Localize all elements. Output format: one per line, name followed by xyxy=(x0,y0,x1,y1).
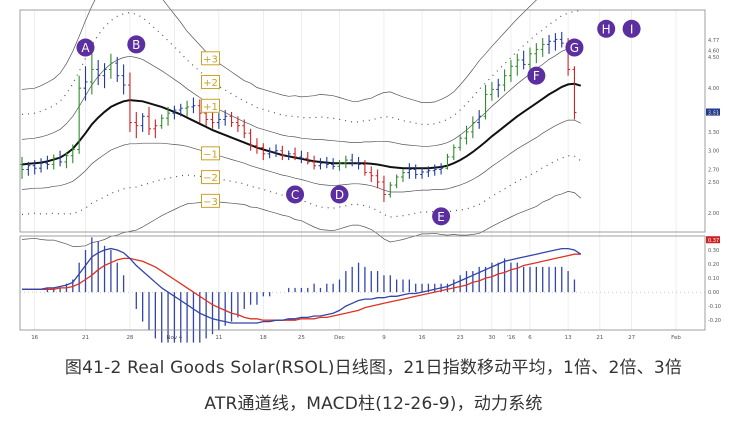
atr-label-box xyxy=(201,51,220,66)
event-marker-label: G xyxy=(570,41,579,55)
price-tag-box xyxy=(706,108,720,116)
event-markers: +3 +2 +1 −1 −2 −3 A B C D E F G H I xyxy=(76,19,641,226)
x-tick-label: 25 xyxy=(298,335,305,341)
x-tick-label: 21 xyxy=(596,335,603,341)
price-axis-label: 4.00 xyxy=(708,86,719,92)
x-tick-label: 18 xyxy=(260,335,267,341)
event-marker-circle xyxy=(76,38,95,57)
macd-tag-box xyxy=(706,236,720,244)
band-plus-1-line xyxy=(21,47,581,147)
figure-caption-line-1: 图41-2 Real Goods Solar(RSOL)日线图，21日指数移动平… xyxy=(64,358,683,378)
price-axis-label: 4.77 xyxy=(708,38,719,44)
event-marker-circle xyxy=(127,35,146,54)
macd-axis-label: 0.30 xyxy=(708,248,719,254)
x-tick-label: Dec xyxy=(334,335,345,341)
macd-axis-label: 0.00 xyxy=(708,290,719,296)
atr-label-box xyxy=(201,98,220,113)
event-marker-circle xyxy=(565,38,584,57)
macd-panel xyxy=(20,237,705,343)
atr-label-box xyxy=(201,75,220,90)
atr-label-box xyxy=(201,146,220,161)
event-marker-label: A xyxy=(81,41,90,55)
atr-label-box xyxy=(201,170,220,185)
atr-label-box xyxy=(201,193,220,208)
rsol-chart: 16 21 28 Nov 4 11 18 25 Dec 9 16 23 30 '16 6 13 21 27 Feb… xyxy=(0,0,747,345)
price-axis-label: 2.50 xyxy=(708,180,719,186)
x-tick-label: 28 xyxy=(126,335,133,341)
macd-axis-label: -0.20 xyxy=(708,318,721,324)
price-axis-label: 3.00 xyxy=(708,149,719,155)
atr-channel-label: −3 xyxy=(203,197,218,208)
x-tick-label: 27 xyxy=(628,335,635,341)
x-tick-label: Nov 4 xyxy=(166,335,182,341)
price-axis-label: 2.70 xyxy=(708,167,719,173)
price-panel xyxy=(20,0,582,247)
event-marker-circle xyxy=(527,66,546,85)
price-axis-label: 2.00 xyxy=(708,211,719,217)
x-tick-label: 6 xyxy=(528,335,532,341)
x-tick-label: 16 xyxy=(419,335,426,341)
macd-axis-label: -0.10 xyxy=(708,304,721,310)
atr-channel-label: +1 xyxy=(203,102,218,113)
event-marker-circle xyxy=(597,19,616,38)
macd-signal-line xyxy=(22,253,581,321)
axes: 16 21 28 Nov 4 11 18 25 Dec 9 16 23 30 '16 6 13 21 27 Feb… xyxy=(19,9,721,341)
x-tick-label: 30 xyxy=(488,335,495,341)
x-tick-label: '16 xyxy=(507,335,516,341)
event-marker-circle xyxy=(432,207,451,226)
band-minus-1-line xyxy=(21,119,581,193)
atr-channel-label: −1 xyxy=(203,149,218,160)
event-marker-circle xyxy=(286,185,305,204)
x-tick-label: 13 xyxy=(565,335,572,341)
macd-axis-label: 0.20 xyxy=(708,262,719,268)
x-tick-label: 16 xyxy=(31,335,38,341)
x-tick-label: 21 xyxy=(82,335,89,341)
macd-axis-label: 0.10 xyxy=(708,276,719,282)
x-tick-label: 9 xyxy=(382,335,386,341)
x-tick-label: 23 xyxy=(457,335,464,341)
macd-line xyxy=(22,247,582,324)
event-marker-label: D xyxy=(335,188,344,202)
atr-channel-label: +2 xyxy=(203,78,218,89)
event-marker-label: C xyxy=(291,188,299,202)
price-axis-label: 3.30 xyxy=(708,130,719,136)
price-axis-label: 3.61 xyxy=(708,111,719,117)
event-marker-label: B xyxy=(132,38,140,52)
event-marker-label: I xyxy=(630,22,634,36)
event-marker-circle xyxy=(330,185,349,204)
event-marker-label: E xyxy=(437,210,445,224)
band-minus-3-line xyxy=(21,191,582,247)
price-axis-label: 4.60 xyxy=(708,49,719,55)
x-tick-label: 11 xyxy=(215,335,222,341)
price-panel-frame xyxy=(19,9,706,233)
macd-axis-label: 0.37 xyxy=(708,238,719,244)
band-plus-3-line xyxy=(21,0,538,103)
atr-channel-label: +3 xyxy=(203,54,218,65)
atr-channel-label: −2 xyxy=(203,173,218,184)
price-axis-label: 4.50 xyxy=(708,55,719,61)
price-axis-label: 3.60 xyxy=(708,111,719,117)
event-marker-label: F xyxy=(533,69,540,83)
event-marker-circle xyxy=(622,19,641,38)
macd-panel-frame xyxy=(19,235,706,331)
event-marker-label: H xyxy=(602,22,611,36)
chart-background xyxy=(0,0,747,345)
figure-caption-line-2: ATR通道线，MACD柱(12-26-9)，动力系统 xyxy=(204,394,543,414)
x-tick-label: Feb xyxy=(671,335,681,341)
